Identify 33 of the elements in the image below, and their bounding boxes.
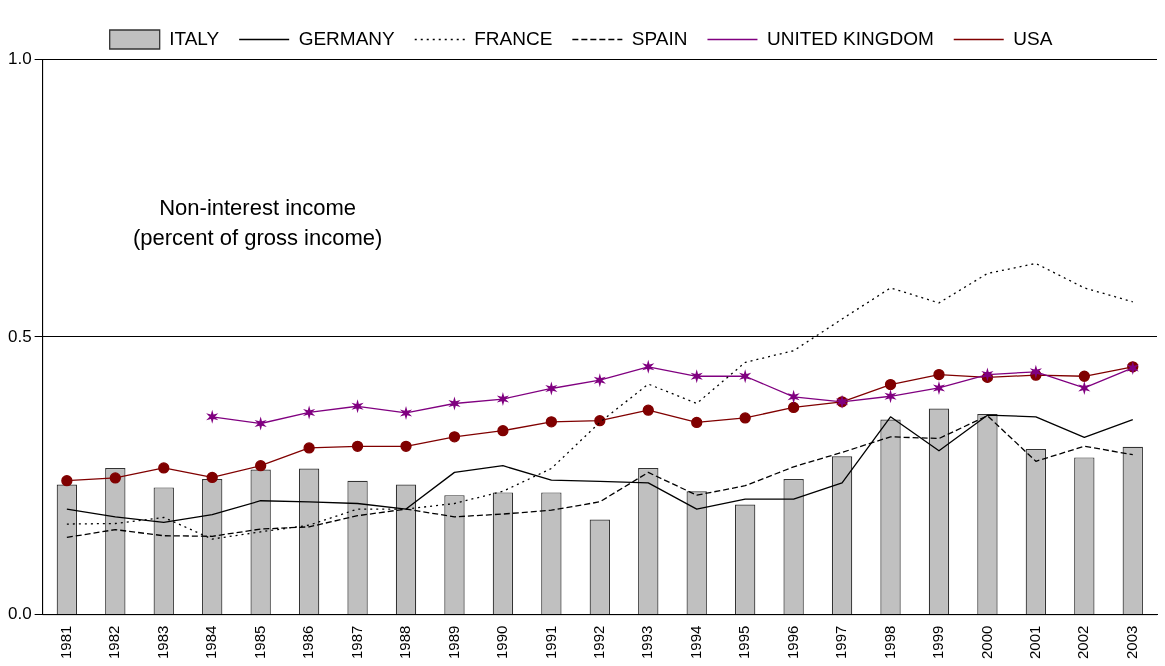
x-tick-label: 1993: [638, 625, 656, 660]
legend-label: FRANCE: [474, 27, 553, 49]
x-tick-label: 2000: [977, 625, 995, 660]
text: Non-interest income (percent of gross income): [132, 195, 383, 251]
y-tick-label: 0.0: [7, 604, 32, 624]
x-tick-label: 2002: [1074, 625, 1092, 660]
x-tick-label: 1986: [299, 625, 317, 660]
x-tick-label: 1982: [105, 625, 123, 660]
x-tick-label: 1999: [929, 625, 947, 660]
x-tick-label: 1983: [153, 625, 171, 660]
x-tick-label: 1984: [202, 625, 220, 660]
x-tick-label: 1996: [783, 625, 801, 660]
x-tick-label: 1991: [541, 625, 559, 660]
x-tick-label: 1987: [347, 625, 365, 660]
y-tick-label: 1.0: [7, 48, 32, 68]
x-tick-label: 2003: [1122, 625, 1140, 660]
x-tick-label: 1992: [589, 625, 607, 660]
legend-label: SPAIN: [631, 27, 688, 49]
x-tick-label: 1985: [250, 625, 268, 660]
x-tick-label: 2001: [1026, 625, 1044, 660]
x-tick-label: 1998: [880, 625, 898, 660]
x-tick-label: 1997: [832, 625, 850, 660]
legend-label: UNITED KINGDOM: [766, 27, 934, 49]
x-tick-label: 1990: [493, 625, 511, 660]
x-tick-label: 1981: [57, 625, 74, 660]
x-tick-label: 1988: [396, 625, 414, 660]
legend-label: GERMANY: [298, 27, 396, 49]
y-tick-label: 0.5: [7, 326, 32, 346]
x-tick-label: 1994: [686, 625, 704, 660]
legend-label: ITALY: [169, 27, 220, 49]
x-tick-label: 1989: [444, 625, 462, 660]
legend-label: USA: [1013, 27, 1053, 49]
x-tick-label: 1995: [735, 625, 753, 660]
